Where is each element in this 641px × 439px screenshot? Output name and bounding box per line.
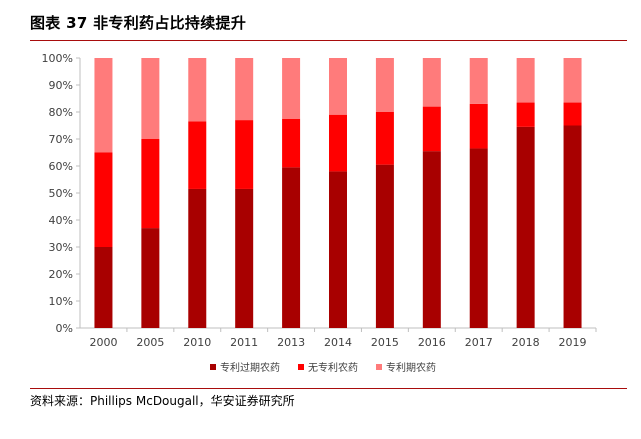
bar-segment: [282, 118, 301, 168]
x-tick-label: 2018: [512, 336, 540, 349]
y-tick-label: 40%: [49, 214, 73, 227]
x-tick-label: 2013: [277, 336, 305, 349]
bar-segment: [422, 151, 441, 328]
source-note: 资料来源：Phillips McDougall，华安证券研究所: [30, 394, 295, 408]
bar-segment: [94, 58, 113, 153]
y-tick-label: 10%: [49, 295, 73, 308]
y-tick-label: 80%: [49, 106, 73, 119]
bar-segment: [469, 58, 488, 104]
bar-segment: [375, 58, 394, 112]
bar-segment: [329, 171, 347, 328]
bar-group: [94, 58, 582, 328]
legend-swatch: [376, 364, 382, 370]
bar-segment: [235, 120, 254, 189]
bar-segment: [235, 188, 254, 328]
x-tick-label: 2011: [230, 336, 258, 349]
bar-segment: [563, 125, 582, 328]
bar-segment: [516, 58, 535, 103]
x-tick-label: 2016: [418, 336, 446, 349]
legend-label: 专利期农药: [386, 361, 436, 374]
bar-segment: [188, 188, 207, 328]
x-tick-label: 2010: [183, 336, 211, 349]
y-tick-label: 60%: [49, 160, 73, 173]
bar-segment: [563, 58, 582, 103]
bar-segment: [235, 58, 254, 121]
y-tick-group: 0% 10% 20% 30% 40% 50% 60% 70% 80% 90% 100%: [42, 52, 80, 335]
legend-label: 无专利农药: [308, 361, 358, 374]
y-tick-label: 20%: [49, 268, 73, 281]
bar-segment: [375, 164, 394, 328]
bar-segment: [141, 58, 160, 139]
y-tick-label: 70%: [49, 133, 73, 146]
bar-segment: [422, 106, 441, 152]
bar-segment: [469, 148, 488, 328]
bar-segment: [329, 114, 347, 172]
y-tick-label: 50%: [49, 187, 73, 200]
bar-segment: [516, 102, 535, 127]
x-tick-label: 2019: [559, 336, 587, 349]
bar-segment: [422, 58, 441, 107]
bar-segment: [94, 247, 113, 328]
bar-segment: [188, 58, 207, 122]
legend-swatch: [298, 364, 304, 370]
bar-segment: [141, 139, 160, 229]
x-tick-label: 2017: [465, 336, 493, 349]
bar-segment: [516, 126, 535, 328]
x-tick-label: 2005: [136, 336, 164, 349]
bar-segment: [329, 58, 347, 115]
y-tick-label: 0%: [56, 322, 73, 335]
y-tick-label: 30%: [49, 241, 73, 254]
bar-segment: [375, 112, 394, 165]
bar-segment: [469, 103, 488, 149]
bar-segment: [94, 152, 113, 247]
y-tick-label: 90%: [49, 79, 73, 92]
bar-segment: [141, 228, 160, 328]
figure-title: 图表 37 非专利药占比持续提升: [30, 14, 247, 32]
x-tick-label: 2000: [89, 336, 117, 349]
bar-segment: [282, 58, 301, 119]
legend: 专利过期农药 无专利农药 专利期农药: [210, 361, 436, 374]
y-tick-label: 100%: [42, 52, 73, 65]
x-tick-label: 2015: [371, 336, 399, 349]
bar-segment: [282, 167, 301, 328]
legend-label: 专利过期农药: [220, 361, 280, 374]
bar-segment: [188, 121, 207, 189]
source-divider: [30, 388, 627, 389]
bar-segment: [563, 102, 582, 126]
x-tick-label: 2014: [324, 336, 352, 349]
legend-swatch: [210, 364, 216, 370]
title-divider: [30, 40, 627, 41]
x-label-group: 2000 2005 2010 2011 2013 2014 2015 2016 2017 2018…: [89, 328, 597, 349]
